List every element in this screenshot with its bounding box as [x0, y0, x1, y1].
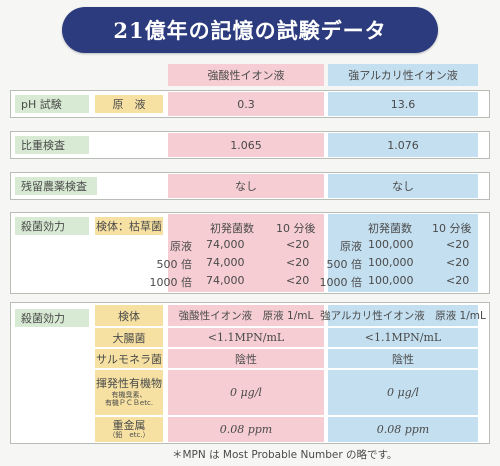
pesticide-alkaline-value: なし: [328, 174, 478, 198]
voc-alkaline: 0 μg/l: [328, 370, 478, 416]
alkaline-row-name: 500 倍: [326, 258, 363, 271]
alkaline-row-count: 100,000: [368, 238, 414, 251]
page-title: 21億年の記憶の試験データ: [62, 7, 438, 53]
alkaline-row-count: 100,000: [368, 256, 414, 269]
heavy-metal-label-cell: 重金属 （鉛 etc.）: [95, 417, 163, 442]
sterilize2-label: 殺菌効力: [15, 309, 89, 327]
pesticide-acid-value: なし: [168, 174, 324, 198]
acid-row-after: <20: [286, 256, 310, 269]
ecoli-label: 大腸菌: [95, 328, 163, 348]
heavy-metal-label: 重金属: [112, 419, 146, 433]
gravity-alkaline-value: 1.076: [328, 133, 478, 157]
alkaline-head-count: 初発菌数: [368, 222, 412, 235]
sterilize1-acid-panel: [168, 214, 324, 292]
voc-label: 揮発性有機物: [96, 377, 162, 391]
acid-row-name: 1000 倍: [149, 276, 193, 289]
acid-head-after: 10 分後: [276, 222, 316, 235]
alkaline-row-after: <20: [446, 238, 470, 251]
heavy-metal-alkaline: 0.08 ppm: [328, 417, 478, 442]
heavy-metal-label-small: （鉛 etc.）: [108, 430, 150, 439]
acid-head-count: 初発菌数: [210, 222, 254, 235]
ph-sub-label: 原 液: [95, 95, 163, 113]
column-header-alkaline: 強アルカリ性イオン液: [328, 64, 478, 86]
footnote: ＊MPN は Most Probable Number の略です。: [172, 449, 398, 461]
acid-row-count: 74,000: [206, 274, 245, 287]
ecoli-alkaline: <1.1MPN/mL: [328, 328, 478, 348]
sterilize1-alkaline-panel: [328, 214, 478, 292]
heavy-metal-acid: 0.08 ppm: [168, 417, 324, 442]
voc-label-small2: 有機ＰＣＢetc.: [104, 398, 154, 407]
salmonella-acid: 陰性: [168, 349, 324, 369]
column-header-acid: 強酸性イオン液: [168, 64, 324, 86]
salmonella-alkaline: 陰性: [328, 349, 478, 369]
alkaline-row-count: 100,000: [368, 274, 414, 287]
acid-row-name: 500 倍: [156, 258, 193, 271]
sterilize1-sub-label: 検体：枯草菌: [95, 217, 163, 235]
sterilize1-alkaline-table: 初発菌数 10 分後 原液 100,000 <20 500 倍 100,000 …: [320, 214, 478, 292]
voc-label-cell: 揮発性有機物 有機臭素、 有機ＰＣＢetc.: [95, 370, 163, 416]
ph-alkaline-value: 13.6: [328, 92, 478, 116]
ph-acid-value: 0.3: [168, 92, 324, 116]
alkaline-head-after: 10 分後: [432, 222, 472, 235]
voc-acid: 0 μg/l: [168, 370, 324, 416]
gravity-acid-value: 1.065: [168, 133, 324, 157]
sterilize1-label: 殺菌効力: [15, 217, 89, 235]
gravity-label: 比重検査: [15, 136, 89, 154]
acid-row-count: 74,000: [206, 256, 245, 269]
acid-row-after: <20: [286, 238, 310, 251]
alkaline-row-after: <20: [446, 274, 470, 287]
ecoli-acid: <1.1MPN/mL: [168, 328, 324, 348]
alkaline-row-after: <20: [446, 256, 470, 269]
sterilize2-header-alkaline: 強アルカリ性イオン液 原液 1/mL: [320, 305, 486, 327]
sterilize1-acid-table: 初発菌数 10 分後 原液 74,000 <20 500 倍 74,000 <2…: [150, 214, 324, 292]
sterilize2-header-sub: 検体: [95, 305, 163, 327]
pesticide-label: 残留農薬検査: [15, 177, 97, 195]
alkaline-row-name: 原液: [340, 240, 362, 253]
ph-label: pH 試験: [15, 95, 89, 113]
acid-row-after: <20: [286, 274, 310, 287]
salmonella-label: サルモネラ菌: [95, 349, 163, 369]
voc-label-small1: 有機臭素、: [111, 390, 147, 399]
acid-row-count: 74,000: [206, 238, 245, 251]
alkaline-row-name: 1000 倍: [319, 276, 363, 289]
acid-row-name: 原液: [170, 240, 192, 253]
sterilize2-header-acid: 強酸性イオン液 原液 1/mL: [168, 305, 324, 327]
